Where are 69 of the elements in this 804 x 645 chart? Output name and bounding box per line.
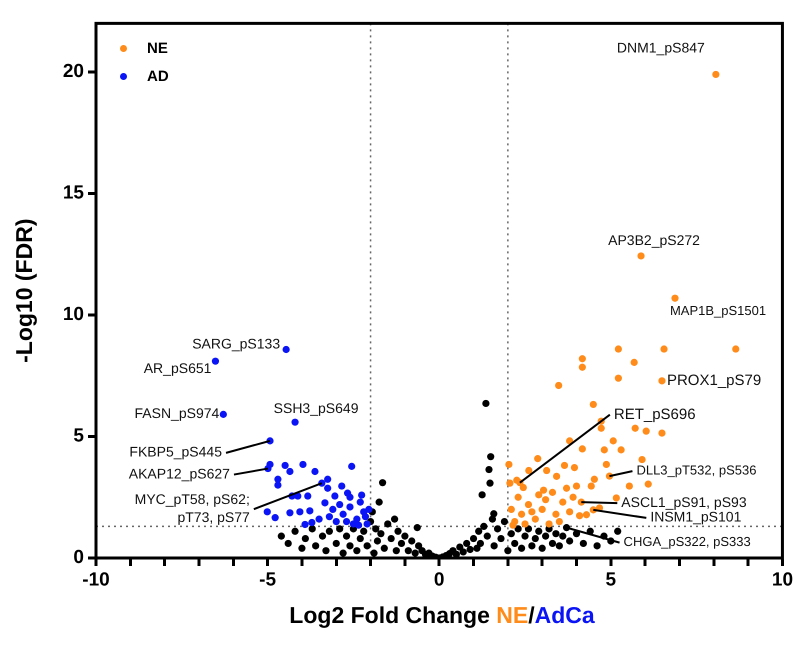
point xyxy=(321,499,329,506)
point xyxy=(342,518,350,526)
legend-label: NE xyxy=(147,40,168,56)
point xyxy=(301,520,309,528)
annotation: RET_pS696 xyxy=(614,406,696,423)
point xyxy=(299,460,307,468)
point xyxy=(266,460,274,468)
point xyxy=(324,476,332,483)
annotation: MAP1B_pS1501 xyxy=(670,302,766,318)
point xyxy=(338,482,346,490)
point xyxy=(308,518,316,526)
annotation: CHGA_pS322, pS333 xyxy=(624,534,751,550)
point xyxy=(329,506,336,513)
annotation: ASCL1_pS91, pS93 xyxy=(621,494,747,510)
point xyxy=(364,520,371,528)
point xyxy=(336,500,344,508)
point xyxy=(286,468,294,476)
annotation: DNM1_pS847 xyxy=(616,39,706,56)
annotation: DLL3_pT532, pS536 xyxy=(636,462,756,478)
legend-label: AD xyxy=(147,68,169,84)
y-tick-label: 10 xyxy=(62,304,84,326)
annotation: AR_pS651 xyxy=(144,360,212,376)
point xyxy=(358,491,366,499)
point xyxy=(282,462,289,470)
point xyxy=(212,358,220,365)
point xyxy=(354,522,362,529)
x-tick-label: 0 xyxy=(434,570,445,591)
point xyxy=(348,462,356,470)
point xyxy=(356,498,364,506)
y-tick-label: 20 xyxy=(62,61,84,82)
annotation: FASN_pS974 xyxy=(134,405,220,422)
annotation: AKAP12_pS627 xyxy=(128,465,230,482)
annotation: SARG_pS133 xyxy=(192,335,280,352)
point xyxy=(272,514,279,522)
point xyxy=(306,507,314,514)
point xyxy=(340,510,347,518)
x-tick-label: 5 xyxy=(606,570,617,591)
point xyxy=(324,484,332,492)
annotation: INSM1_pS101 xyxy=(650,508,742,525)
y-tick-label: 5 xyxy=(73,426,84,447)
point xyxy=(346,494,354,501)
point xyxy=(296,508,304,516)
point xyxy=(315,516,323,523)
point xyxy=(264,508,271,516)
annotation: MYC_pT58, pS62; pT73, pS77 xyxy=(134,491,250,526)
point xyxy=(286,509,294,516)
x-tick-label: -5 xyxy=(259,570,276,591)
point xyxy=(332,518,340,526)
y-tick-label: 0 xyxy=(73,547,84,568)
annotation: PROX1_pS79 xyxy=(666,372,762,389)
x-tick-label: -10 xyxy=(82,570,110,591)
point xyxy=(346,503,354,511)
point xyxy=(326,513,333,520)
point xyxy=(291,418,299,426)
annotation: AP3B2_pS272 xyxy=(608,232,700,248)
annotation: SSH3_pS649 xyxy=(274,400,359,416)
point xyxy=(362,513,370,520)
point xyxy=(304,492,312,500)
y-tick-label: 15 xyxy=(62,182,84,204)
point xyxy=(220,410,227,418)
annotation: FKBP5_pS445 xyxy=(129,444,222,460)
point xyxy=(282,346,290,354)
point xyxy=(274,482,282,489)
point xyxy=(311,468,319,476)
x-tick-label: 10 xyxy=(772,570,794,591)
point xyxy=(365,506,372,513)
x-axis-title: Log2 Fold Change NE/AdCa xyxy=(288,602,596,629)
y-axis-title: -Log10 (FDR) xyxy=(11,218,38,363)
point xyxy=(331,492,338,500)
